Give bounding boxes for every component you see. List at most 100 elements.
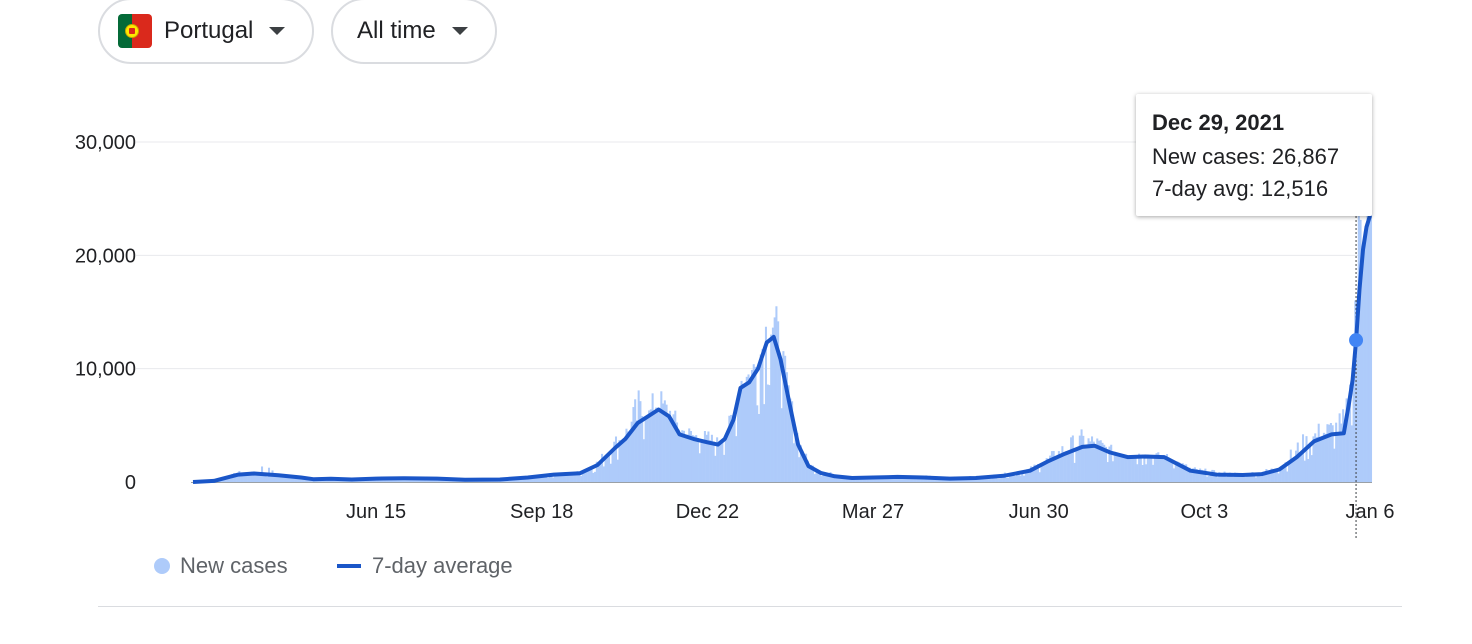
- new-cases-bar: [1282, 466, 1285, 482]
- new-cases-bar: [1307, 458, 1310, 482]
- new-cases-bar: [1050, 451, 1053, 482]
- new-cases-bar: [531, 476, 534, 482]
- y-tick-label: 30,000: [75, 132, 136, 154]
- new-cases-bar: [1094, 444, 1097, 482]
- new-cases-bar: [1329, 423, 1332, 482]
- caret-down-icon: [451, 27, 468, 35]
- new-cases-bar: [1239, 474, 1242, 482]
- new-cases-bar: [1363, 246, 1366, 482]
- new-cases-bar: [1338, 413, 1341, 482]
- new-cases-bar: [227, 477, 230, 482]
- new-cases-bar: [808, 466, 811, 482]
- new-cases-bar: [585, 470, 588, 482]
- new-cases-bar: [653, 410, 656, 482]
- new-cases-bar: [553, 474, 556, 482]
- new-cases-bar: [820, 476, 823, 482]
- new-cases-bar: [1242, 473, 1245, 482]
- new-cases-bar: [824, 472, 827, 482]
- new-cases-bar: [566, 473, 569, 482]
- new-cases-bar: [541, 475, 544, 482]
- new-cases-bar: [986, 478, 989, 482]
- new-cases-bar: [878, 476, 881, 482]
- new-cases-bar: [843, 476, 846, 482]
- new-cases-bar: [815, 469, 818, 482]
- new-cases-bar: [730, 414, 733, 482]
- new-cases-bar: [1012, 472, 1015, 482]
- new-cases-bar: [1342, 409, 1345, 482]
- new-cases-bar: [539, 476, 543, 482]
- new-cases-bar: [1019, 475, 1022, 482]
- new-cases-bar: [1157, 452, 1160, 482]
- new-cases-bar: [1305, 436, 1308, 482]
- new-cases-bar: [1326, 424, 1329, 482]
- new-cases-bar: [1169, 459, 1172, 482]
- new-cases-bar: [1254, 477, 1257, 482]
- new-cases-bar: [712, 441, 715, 482]
- new-cases-bar: [988, 476, 991, 482]
- new-cases-bar: [409, 479, 412, 482]
- new-cases-bar: [799, 445, 802, 482]
- new-cases-bar: [1289, 449, 1292, 482]
- new-cases-bar: [536, 476, 539, 482]
- new-cases-bar: [1181, 463, 1184, 482]
- new-cases-bar: [1127, 456, 1130, 482]
- new-cases-bar: [900, 478, 903, 482]
- new-cases-bar: [1272, 470, 1275, 482]
- new-cases-bar: [1340, 423, 1343, 482]
- new-cases-bar: [682, 430, 686, 482]
- new-cases-bar: [641, 416, 644, 482]
- new-cases-bar: [700, 440, 703, 482]
- time-range-selector[interactable]: All time: [331, 0, 497, 64]
- new-cases-bar: [555, 474, 558, 482]
- new-cases-bar: [614, 436, 618, 482]
- new-cases-bar: [1322, 432, 1325, 482]
- new-cases-bar: [686, 434, 689, 482]
- new-cases-bar: [688, 428, 691, 482]
- new-cases-bar: [1068, 450, 1071, 482]
- new-cases-bar: [1206, 476, 1209, 482]
- new-cases-bar: [550, 474, 553, 482]
- new-cases-bar: [1267, 471, 1270, 482]
- new-cases-bar: [1139, 456, 1142, 482]
- new-cases-bar: [956, 479, 959, 482]
- new-cases-bar: [403, 479, 407, 482]
- new-cases-bar: [1162, 455, 1165, 482]
- new-cases-bar: [229, 478, 232, 482]
- new-cases-bar: [677, 429, 680, 482]
- new-cases-bar: [280, 474, 283, 482]
- new-cases-bar: [906, 476, 909, 482]
- new-cases-bar: [880, 476, 883, 482]
- new-cases-bar: [1293, 456, 1296, 482]
- new-cases-bar: [679, 432, 682, 482]
- new-cases-bar: [639, 401, 642, 482]
- new-cases-bar: [1291, 458, 1294, 482]
- legend-new-cases: New cases: [154, 553, 288, 579]
- new-cases-bar: [796, 432, 799, 482]
- new-cases-bar: [529, 477, 532, 482]
- new-cases-bar: [1232, 476, 1235, 482]
- new-cases-bar: [287, 475, 290, 482]
- new-cases-bar: [750, 369, 754, 482]
- new-cases-bar: [646, 417, 649, 482]
- new-cases-bar: [1057, 451, 1060, 482]
- new-cases-bar: [763, 404, 766, 482]
- new-cases-bar: [1295, 450, 1298, 482]
- new-cases-bar: [1056, 457, 1059, 482]
- new-cases-bar: [724, 437, 727, 482]
- new-cases-bar: [278, 475, 281, 482]
- new-cases-bar: [1087, 438, 1090, 482]
- new-cases-bar: [759, 354, 762, 482]
- new-cases-bar: [1002, 475, 1005, 482]
- new-cases-bar: [841, 478, 844, 482]
- new-cases-bar: [791, 401, 794, 482]
- portugal-flag-icon: [118, 14, 152, 48]
- new-cases-bar: [801, 450, 804, 482]
- country-selector[interactable]: Portugal: [98, 0, 314, 64]
- new-cases-bar: [1167, 457, 1170, 482]
- new-cases-bar: [604, 456, 607, 482]
- new-cases-bar: [1244, 477, 1247, 482]
- new-cases-bar: [1186, 468, 1189, 482]
- new-cases-bar: [288, 478, 291, 482]
- new-cases-bar: [390, 479, 393, 482]
